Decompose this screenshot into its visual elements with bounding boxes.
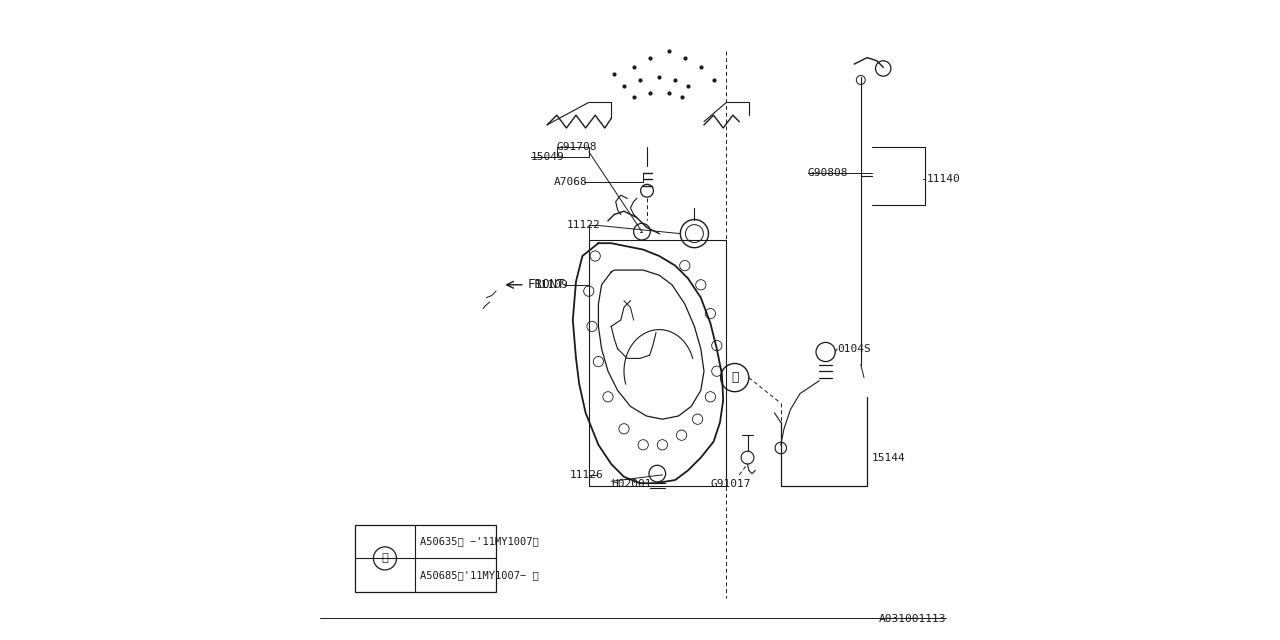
Text: FRONT: FRONT xyxy=(529,278,566,291)
Text: ①: ① xyxy=(731,371,739,384)
Text: A50685〈'11MY1007− 〉: A50685〈'11MY1007− 〉 xyxy=(420,570,539,580)
Text: 11126: 11126 xyxy=(570,470,603,480)
Text: 11109: 11109 xyxy=(535,280,568,290)
Text: 15049: 15049 xyxy=(531,152,564,162)
Text: G90808: G90808 xyxy=(808,168,849,178)
Text: 0104S: 0104S xyxy=(837,344,870,354)
Text: 11122: 11122 xyxy=(566,220,600,230)
Text: A031001113: A031001113 xyxy=(878,614,946,624)
Text: A50635〈 −'11MY1007〉: A50635〈 −'11MY1007〉 xyxy=(420,536,539,547)
Text: A7068: A7068 xyxy=(554,177,588,188)
Text: 11140: 11140 xyxy=(927,174,960,184)
Bar xyxy=(589,240,727,486)
Bar xyxy=(356,525,497,592)
Text: 15144: 15144 xyxy=(872,452,905,463)
Text: ①: ① xyxy=(381,554,388,563)
Text: G91017: G91017 xyxy=(710,479,751,490)
Text: H02001: H02001 xyxy=(612,479,652,490)
Text: G91708: G91708 xyxy=(557,142,598,152)
